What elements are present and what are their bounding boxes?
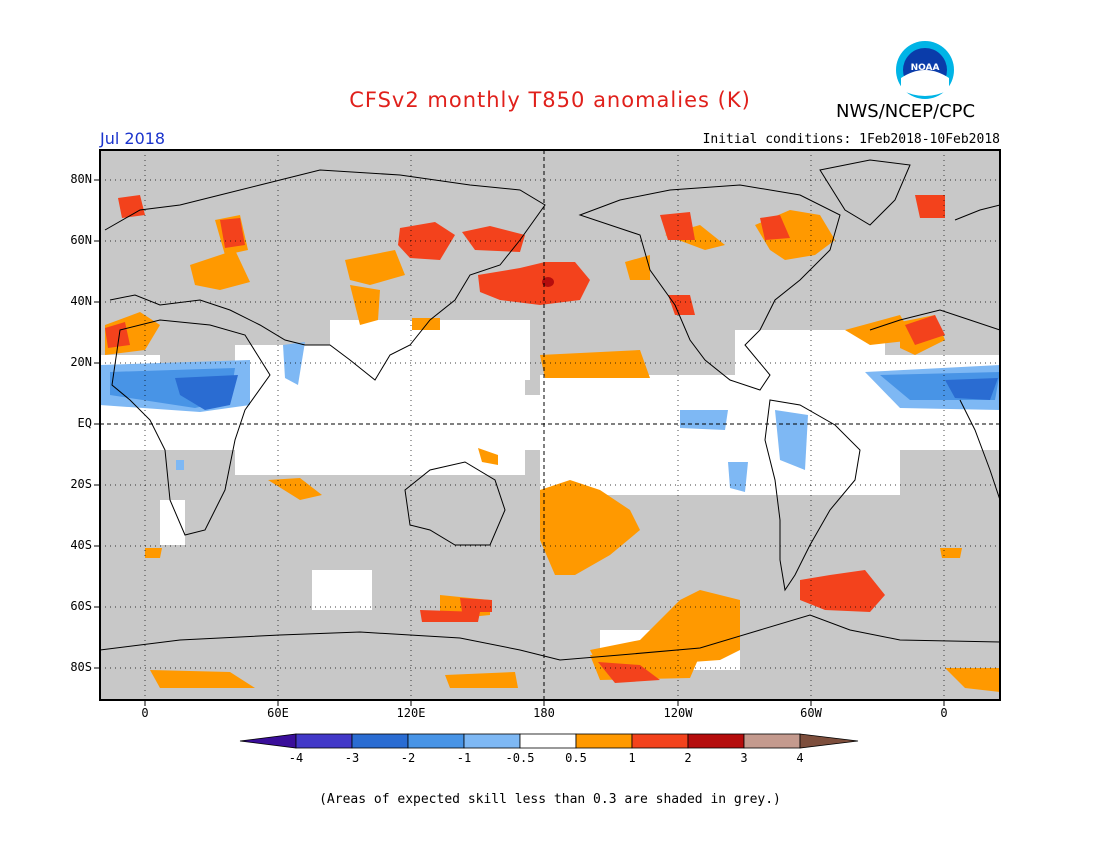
strongest-positive-anomaly-regions <box>542 277 554 287</box>
lat-label: 80N <box>70 172 92 186</box>
colorbar-tick: 0.5 <box>565 751 587 765</box>
colorbar-tick: 3 <box>740 751 748 765</box>
colorbar-arrow-right <box>799 733 859 749</box>
map-title: CFSv2 monthly T850 anomalies (K) <box>349 88 751 112</box>
initial-conditions: Initial conditions: 1Feb2018-10Feb2018 <box>702 132 1000 147</box>
agency-label: NWS/NCEP/CPC <box>836 101 976 122</box>
lon-label: 180 <box>533 706 555 720</box>
strong-positive-anomaly-regions <box>105 195 945 683</box>
equator-dateline <box>100 150 1000 700</box>
lon-label: 120E <box>396 706 426 720</box>
skill-note: (Areas of expected skill less than 0.3 a… <box>319 792 781 807</box>
colorbar-swatch <box>743 733 801 749</box>
colorbar-arrow-left <box>239 733 297 749</box>
colorbar-swatch <box>351 733 409 749</box>
colorbar-swatch <box>575 733 633 749</box>
negative-anomaly-regions <box>100 342 1000 492</box>
lon-label: 0 <box>141 706 149 720</box>
lon-label: 60W <box>800 706 822 720</box>
colorbar-swatch <box>463 733 521 749</box>
lat-label: 80S <box>70 660 92 674</box>
colorbar-swatch <box>631 733 689 749</box>
lat-label: 20S <box>70 477 92 491</box>
colorbar-tick: 1 <box>628 751 636 765</box>
map-frame <box>99 149 1001 701</box>
colorbar-tick: 2 <box>684 751 692 765</box>
colorbar-tick: 4 <box>796 751 804 765</box>
lat-label: 60N <box>70 233 92 247</box>
lat-label: 40S <box>70 538 92 552</box>
lat-label: EQ <box>77 416 92 430</box>
colorbar-swatch <box>295 733 353 749</box>
colorbar <box>239 733 859 749</box>
graticule <box>100 150 1000 700</box>
lat-label: 60S <box>70 599 92 613</box>
colorbar-swatch <box>407 733 465 749</box>
colorbar-tick: -2 <box>400 751 416 765</box>
lon-label: 0 <box>940 706 948 720</box>
colorbar-tick: -3 <box>344 751 360 765</box>
lon-label: 120W <box>663 706 693 720</box>
colorbar-swatch <box>687 733 745 749</box>
noaa-logo: NOAA <box>896 41 954 99</box>
colorbar-tick: -4 <box>288 751 304 765</box>
forecast-month: Jul 2018 <box>100 129 166 148</box>
lat-label: 40N <box>70 294 92 308</box>
colorbar-swatch <box>519 733 577 749</box>
lat-label: 20N <box>70 355 92 369</box>
lon-label: 60E <box>267 706 289 720</box>
svg-text:NOAA: NOAA <box>911 63 940 73</box>
colorbar-tick: -1 <box>456 751 472 765</box>
colorbar-tick: -0.5 <box>505 751 535 765</box>
